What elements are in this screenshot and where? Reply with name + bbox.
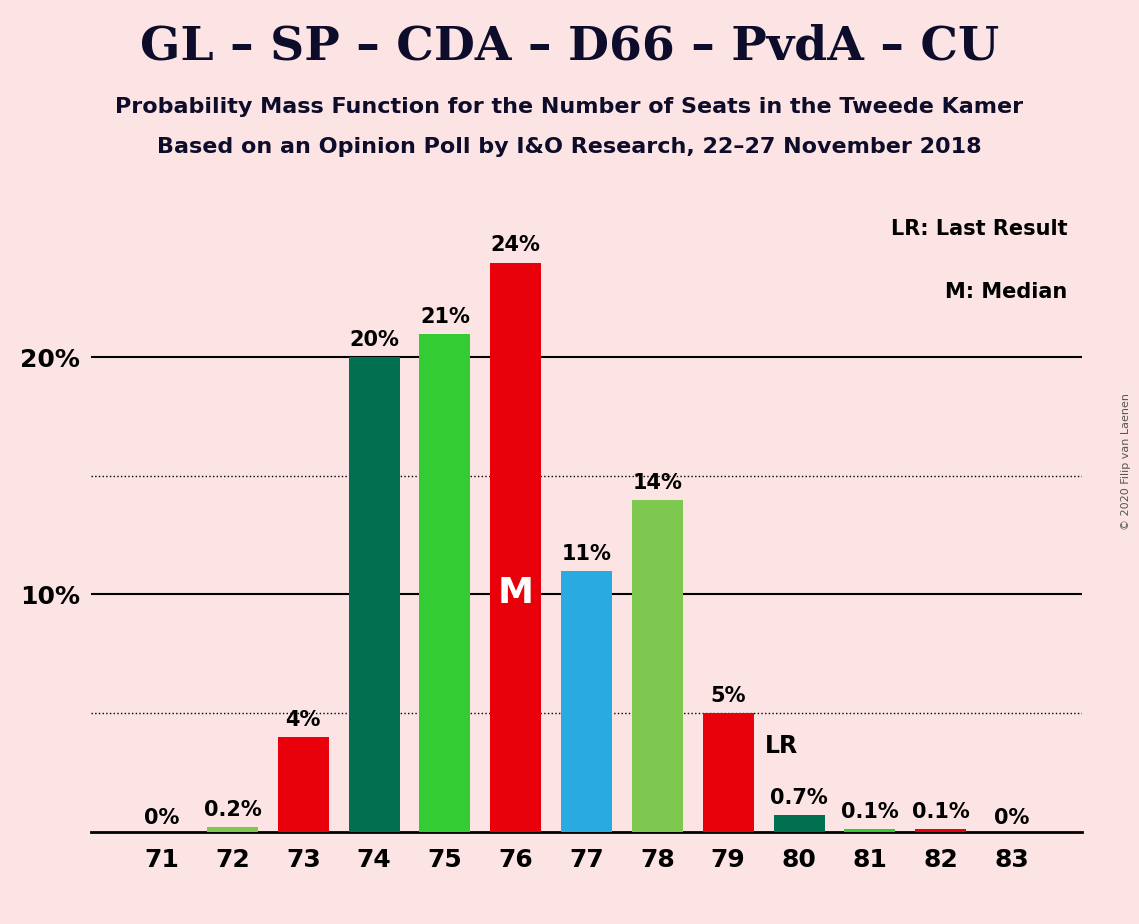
Text: 0.1%: 0.1% [841,802,899,822]
Text: 0.7%: 0.7% [770,788,828,808]
Bar [916,829,966,832]
Bar [207,827,257,832]
Text: 20%: 20% [350,330,399,350]
Text: 14%: 14% [632,472,682,492]
Text: 0.1%: 0.1% [912,802,969,822]
Text: 5%: 5% [711,686,746,706]
Text: LR: Last Result: LR: Last Result [891,219,1067,239]
Text: 0.2%: 0.2% [204,800,261,820]
Text: 4%: 4% [286,710,321,730]
Bar [703,713,754,832]
Bar [419,334,470,832]
Bar [632,500,683,832]
Text: Probability Mass Function for the Number of Seats in the Tweede Kamer: Probability Mass Function for the Number… [115,97,1024,117]
Text: M: M [498,576,534,610]
Text: 24%: 24% [491,236,541,255]
Text: 21%: 21% [420,307,470,326]
Text: Based on an Opinion Poll by I&O Research, 22–27 November 2018: Based on an Opinion Poll by I&O Research… [157,137,982,157]
Bar [773,815,825,832]
Bar [844,829,895,832]
Text: 0%: 0% [994,808,1030,828]
Text: © 2020 Filip van Laenen: © 2020 Filip van Laenen [1121,394,1131,530]
Bar [278,736,329,832]
Text: LR: LR [765,735,798,759]
Bar [562,571,612,832]
Text: 11%: 11% [562,543,612,564]
Text: M: Median: M: Median [945,282,1067,302]
Text: 0%: 0% [144,808,179,828]
Text: GL – SP – CDA – D66 – PvdA – CU: GL – SP – CDA – D66 – PvdA – CU [140,23,999,69]
Bar [490,262,541,832]
Bar [349,358,400,832]
